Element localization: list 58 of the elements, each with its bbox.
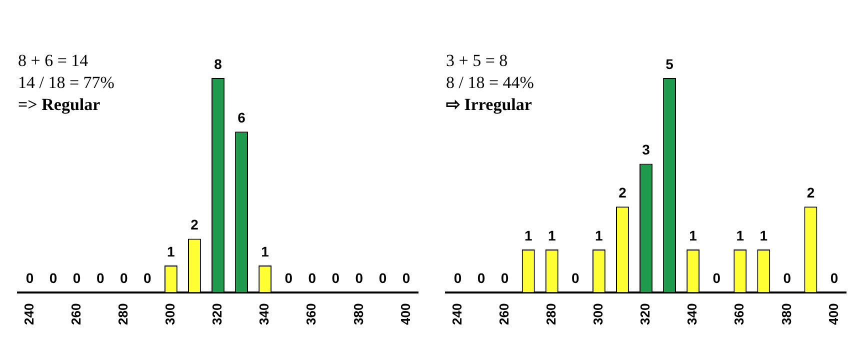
data-label: 2 xyxy=(806,184,815,200)
data-label: 0 xyxy=(332,270,340,286)
x-tick-label: 360 xyxy=(304,303,319,326)
x-tick-label: 300 xyxy=(162,303,178,326)
data-label: 2 xyxy=(618,184,627,200)
data-label: 2 xyxy=(190,216,199,233)
data-label: 0 xyxy=(284,270,293,286)
data-label: 0 xyxy=(96,270,104,286)
data-label: 0 xyxy=(308,270,316,286)
x-tick-label: 340 xyxy=(256,303,272,326)
data-label: 8 xyxy=(214,56,222,72)
data-label: 1 xyxy=(595,227,604,244)
x-tick-label: 380 xyxy=(778,303,794,326)
x-tick-label: 280 xyxy=(115,303,130,326)
data-label: 0 xyxy=(49,270,58,286)
x-tick-label: 240 xyxy=(21,303,36,326)
data-label: 0 xyxy=(572,270,580,286)
data-label: 0 xyxy=(378,270,387,286)
x-tick-label: 360 xyxy=(732,303,747,326)
text: 3 + 5 = 8 xyxy=(446,50,509,72)
data-label: 0 xyxy=(355,270,364,286)
x-tick-label: 380 xyxy=(350,303,366,326)
data-label: 0 xyxy=(477,270,486,286)
data-label: 0 xyxy=(26,270,34,286)
x-tick-label: 340 xyxy=(684,303,700,326)
data-label: 0 xyxy=(830,270,838,286)
x-tick-label: 320 xyxy=(210,303,225,326)
x-tick-label: 260 xyxy=(68,303,84,326)
x-tick-label: 400 xyxy=(826,303,841,326)
data-label: 0 xyxy=(402,270,410,286)
data-label: 1 xyxy=(524,227,532,244)
data-label: 1 xyxy=(689,227,698,244)
data-label: 1 xyxy=(261,243,270,260)
data-label: 0 xyxy=(72,270,81,286)
annotation: ⇨ Irregular xyxy=(446,94,533,116)
data-label: 3 xyxy=(642,142,650,158)
text: 8 + 6 = 14 xyxy=(18,50,90,72)
data-label: 1 xyxy=(167,243,176,260)
data-label: 0 xyxy=(712,270,721,286)
data-label: 0 xyxy=(500,270,509,286)
data-label: 1 xyxy=(736,227,744,244)
x-tick-label: 320 xyxy=(638,303,653,326)
x-tick-label: 280 xyxy=(543,303,558,326)
x-tick-label: 240 xyxy=(449,303,464,326)
data-label: 0 xyxy=(144,270,152,286)
data-label: 6 xyxy=(238,109,246,126)
data-label: 0 xyxy=(120,270,128,286)
data-label: 5 xyxy=(666,56,674,72)
data-label: 0 xyxy=(783,270,792,286)
data-label: 0 xyxy=(454,270,462,286)
x-tick-label: 300 xyxy=(590,303,606,326)
annotation: => Regular xyxy=(18,94,102,116)
annotation: 8 / 18 = 44% xyxy=(446,72,534,94)
annotation: 14 / 18 = 77% xyxy=(18,72,114,94)
data-label: 1 xyxy=(548,227,556,244)
x-tick-label: 400 xyxy=(398,303,413,326)
x-tick-label: 260 xyxy=(496,303,512,326)
data-label: 1 xyxy=(760,227,768,244)
